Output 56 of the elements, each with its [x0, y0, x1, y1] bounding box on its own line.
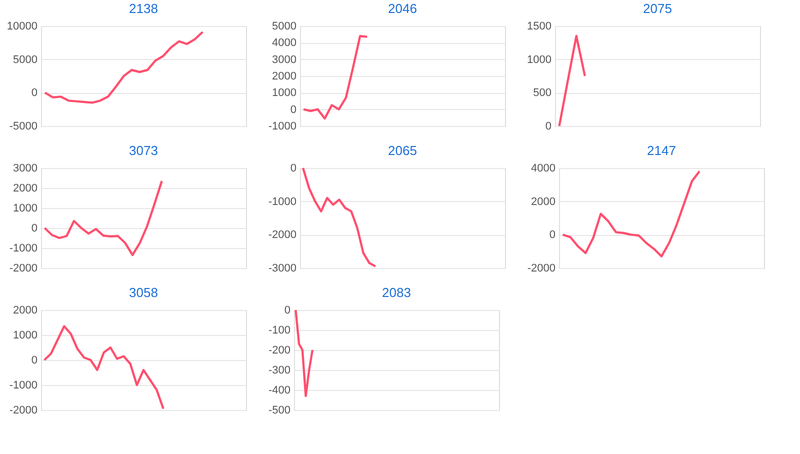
y-tick-label: -1000	[9, 380, 38, 392]
y-tick-label: 0	[31, 222, 38, 234]
line-series	[562, 170, 701, 258]
line-series	[294, 308, 314, 398]
y-tick-label: 5000	[13, 54, 38, 66]
y-tick-label: 4000	[531, 162, 556, 174]
line-series	[44, 180, 163, 256]
line-series	[302, 34, 368, 120]
y-tick-label: 0	[31, 87, 38, 100]
y-tick-label: 2000	[272, 70, 296, 82]
y-tick-label: 3000	[272, 54, 296, 66]
y-tick-label: 1000	[13, 202, 38, 214]
line-series	[44, 30, 204, 104]
line-series	[558, 34, 586, 128]
y-tick-label: -1000	[9, 242, 38, 254]
y-tick-label: -200	[268, 344, 290, 356]
y-tick-label: 500	[533, 87, 552, 100]
y-tick-label: 0	[31, 354, 38, 366]
chart-title: 2138	[129, 1, 158, 16]
y-tick-label: 0	[284, 304, 290, 316]
chart-title: 2083	[382, 285, 411, 300]
chart-title: 2065	[388, 143, 417, 158]
line-series	[302, 166, 376, 268]
chart-title: 3058	[129, 285, 158, 300]
y-tick-label: 0	[549, 229, 556, 242]
line-series	[43, 325, 164, 410]
y-tick-label: 2000	[13, 182, 38, 194]
y-tick-label: -100	[268, 324, 290, 336]
y-tick-label: 1000	[13, 330, 38, 342]
y-tick-label: 0	[290, 162, 296, 174]
y-tick-label: 1500	[527, 20, 552, 32]
y-tick-label: -1000	[268, 120, 296, 132]
y-tick-label: 0	[290, 104, 296, 116]
y-tick-label: 1000	[527, 54, 552, 66]
y-tick-label: 2000	[13, 304, 38, 316]
y-tick-label: -300	[268, 364, 290, 376]
y-tick-label: -2000	[9, 262, 38, 274]
y-tick-label: 5000	[272, 20, 296, 32]
chart-title: 2147	[647, 143, 676, 158]
y-tick-label: -2000	[527, 262, 556, 274]
y-tick-label: -1000	[268, 196, 296, 208]
y-tick-label: 4000	[272, 37, 296, 50]
chart-title: 2046	[388, 1, 417, 16]
chart-title: 3073	[129, 143, 158, 158]
y-tick-label: -5000	[9, 120, 38, 132]
y-tick-label: 2000	[531, 196, 556, 208]
y-tick-label: 3000	[13, 162, 38, 174]
y-tick-label: -3000	[268, 262, 296, 274]
y-tick-label: 1000	[272, 87, 296, 100]
chart-title: 2075	[643, 1, 672, 16]
y-tick-label: -500	[268, 404, 290, 416]
y-tick-label: 10000	[6, 20, 38, 32]
y-tick-label: -400	[268, 384, 290, 396]
y-tick-label: -2000	[268, 229, 296, 242]
y-tick-label: -2000	[9, 404, 38, 416]
y-tick-label: 0	[545, 120, 552, 132]
